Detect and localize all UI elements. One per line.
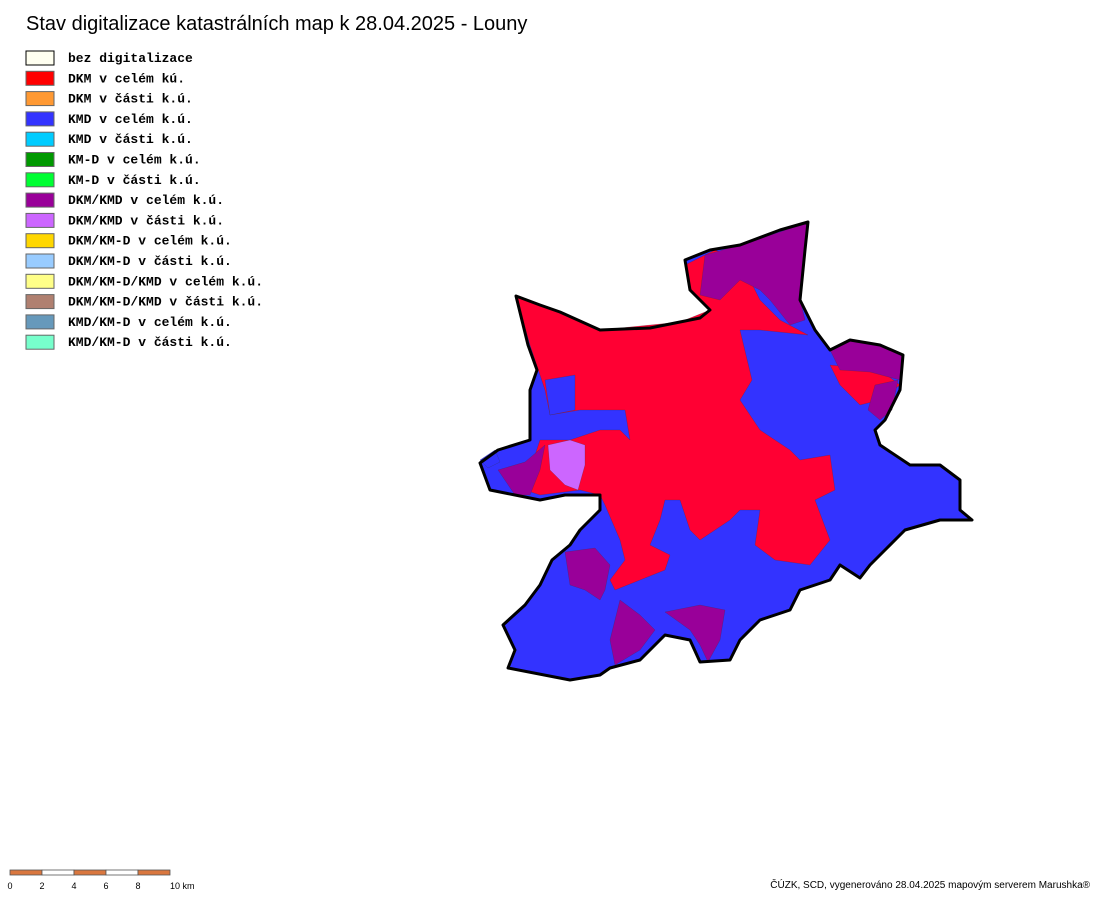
legend-label: DKM v celém kú.: [68, 71, 185, 86]
region-map: [479, 221, 973, 681]
legend-label: bez digitalizace: [68, 51, 193, 66]
legend-swatch: [25, 233, 55, 249]
legend: bez digitalizace DKM v celém kú. DKM v čás…: [25, 50, 263, 350]
scale-labels: 0 2 4 6 8 10 km: [7, 881, 194, 891]
legend-label: DKM/KMD v celém k.ú.: [68, 193, 224, 208]
legend-label: DKM/KM-D v části k.ú.: [68, 254, 232, 269]
legend-label: KM-D v celém k.ú.: [68, 153, 201, 168]
legend-label: KM-D v části k.ú.: [68, 173, 201, 188]
legend-swatch: [25, 314, 55, 330]
scale-label: 8: [135, 881, 140, 891]
legend-label: DKM/KM-D/KMD v části k.ú.: [68, 295, 263, 310]
legend-swatch: [25, 334, 55, 350]
legend-label: DKM/KM-D v celém k.ú.: [68, 234, 232, 249]
scale-label: 0: [7, 881, 12, 891]
scale-label: 4: [71, 881, 76, 891]
scale-label: 10 km: [170, 881, 195, 891]
legend-swatch: [25, 172, 55, 188]
legend-swatch: [25, 131, 55, 147]
legend-swatch: [25, 212, 55, 228]
legend-label: KMD/KM-D v celém k.ú.: [68, 315, 232, 330]
legend-label: DKM v části k.ú.: [68, 92, 193, 107]
district-outline: [478, 220, 974, 682]
legend-swatch: [25, 111, 55, 127]
legend-label: DKM/KMD v části k.ú.: [68, 213, 224, 228]
legend-swatch: [25, 152, 55, 167]
map-title: Stav digitalizace katastrálních map k 28…: [26, 13, 527, 35]
legend-label: KMD/KM-D v části k.ú.: [68, 335, 232, 350]
scale-label: 6: [103, 881, 108, 891]
scale-bar: [9, 869, 171, 876]
legend-swatch: [25, 50, 55, 66]
legend-swatch: [25, 70, 55, 86]
legend-label: KMD v celém k.ú.: [68, 112, 193, 127]
credit: ČÚZK, SCD, vygenerováno 28.04.2025 mapov…: [770, 878, 1090, 891]
legend-swatch: [25, 91, 55, 107]
legend-swatch: [25, 273, 55, 289]
scale-label: 2: [39, 881, 44, 891]
legend-swatch: [25, 253, 55, 269]
legend-label: DKM/KM-D/KMD v celém k.ú.: [68, 274, 263, 289]
legend-label: KMD v části k.ú.: [68, 132, 193, 147]
legend-swatch: [25, 294, 55, 310]
legend-swatch: [25, 192, 55, 208]
